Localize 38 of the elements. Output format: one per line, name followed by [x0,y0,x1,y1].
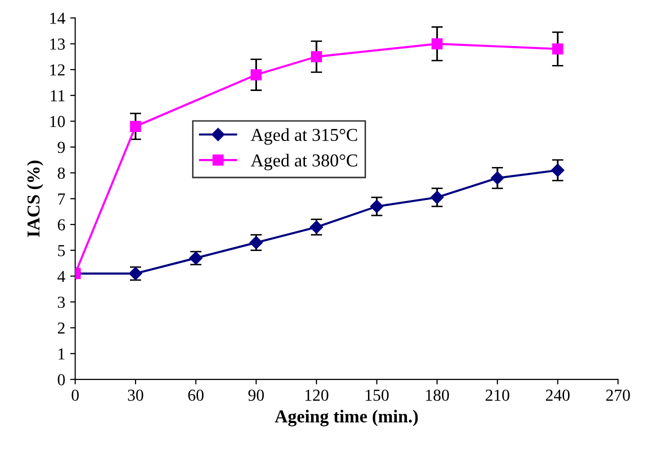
point [552,43,564,54]
y-tick-label: 3 [58,296,65,308]
y-tick-label: 10 [50,116,65,128]
point [130,120,142,132]
x-tick-label: 180 [426,390,449,401]
x-tick-label: 210 [486,390,510,401]
x-tick-label: 60 [188,390,204,401]
y-tick-label: 13 [50,38,65,50]
x-tick-label: 0 [72,390,79,401]
y-tick-label: 14 [50,12,66,24]
y-tick-label: 9 [58,142,65,153]
point [490,171,504,185]
x-tick-label: 150 [366,390,389,401]
x-tick-label: 30 [128,390,144,401]
y-tick-label: 0 [58,374,65,386]
point [310,51,322,62]
point [430,190,444,204]
y-tick-label: 1 [58,348,64,360]
y-tick-label: 4 [57,270,66,282]
legend-label: Aged at 380°C [250,154,358,170]
x-tick-label: 90 [248,390,264,401]
y-axis-title: IACS (%) [26,160,44,237]
x-tick-label: 270 [606,390,630,401]
point [250,69,262,80]
x-tick-label: 120 [305,390,328,401]
point [370,200,384,214]
y-tick-label: 5 [58,245,65,256]
x-tick-label: 240 [546,390,570,401]
y-tick-label: 8 [58,168,65,179]
y-tick-label: 11 [50,90,64,102]
legend-label: Aged at 315°C [250,128,358,145]
y-tick-label: 2 [58,322,65,334]
y-tick-label: 6 [58,219,65,230]
y-tick-label: 7 [58,194,66,204]
y-tick-label: 12 [50,64,65,76]
point [551,164,564,177]
point [432,38,443,50]
x-axis-title: Ageing time (min.) [274,410,418,426]
